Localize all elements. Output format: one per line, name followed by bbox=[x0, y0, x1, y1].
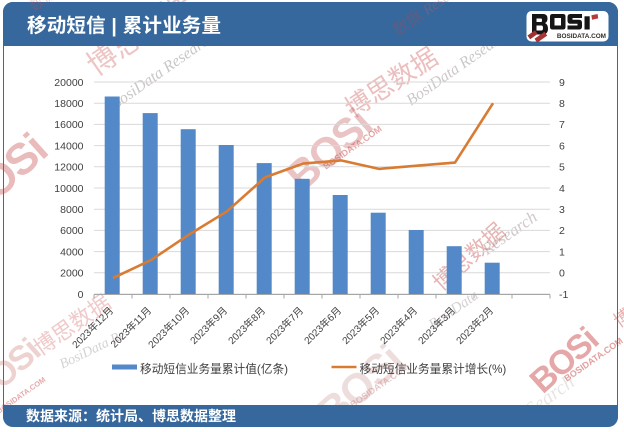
svg-text:2023年9月: 2023年9月 bbox=[187, 304, 230, 347]
svg-text:4: 4 bbox=[559, 183, 565, 195]
svg-text:2023年10月: 2023年10月 bbox=[145, 304, 192, 351]
svg-text:18000: 18000 bbox=[54, 98, 83, 110]
svg-text:6000: 6000 bbox=[60, 225, 84, 237]
svg-text:3: 3 bbox=[559, 204, 565, 216]
svg-text:8: 8 bbox=[559, 98, 565, 110]
svg-text:0: 0 bbox=[559, 268, 565, 280]
svg-text:4000: 4000 bbox=[60, 246, 84, 258]
svg-text:6: 6 bbox=[559, 140, 565, 152]
svg-text:20000: 20000 bbox=[54, 77, 83, 89]
svg-text:0: 0 bbox=[78, 289, 84, 301]
svg-text:2023年3月: 2023年3月 bbox=[415, 304, 458, 347]
svg-text:10000: 10000 bbox=[54, 183, 83, 195]
svg-text:BOSIDATA.COM: BOSIDATA.COM bbox=[557, 33, 606, 40]
svg-text:12000: 12000 bbox=[54, 162, 83, 174]
svg-text:2000: 2000 bbox=[60, 268, 84, 280]
svg-text:16000: 16000 bbox=[54, 119, 83, 131]
svg-text:-1: -1 bbox=[559, 289, 568, 301]
svg-text:移动短信业务量累计值(亿条): 移动短信业务量累计值(亿条) bbox=[140, 362, 288, 376]
svg-text:2023年4月: 2023年4月 bbox=[377, 304, 420, 347]
svg-text:2023年7月: 2023年7月 bbox=[263, 304, 306, 347]
svg-text:2023年5月: 2023年5月 bbox=[339, 304, 382, 347]
svg-text:2: 2 bbox=[559, 225, 565, 237]
svg-text:14000: 14000 bbox=[54, 140, 83, 152]
svg-text:7: 7 bbox=[559, 119, 565, 131]
svg-text:2023年2月: 2023年2月 bbox=[453, 304, 496, 347]
svg-text:2023年8月: 2023年8月 bbox=[225, 304, 268, 347]
svg-text:5: 5 bbox=[559, 162, 565, 174]
svg-text:8000: 8000 bbox=[60, 204, 84, 216]
svg-text:移动短信业务量累计增长(%): 移动短信业务量累计增长(%) bbox=[360, 362, 507, 376]
svg-text:1: 1 bbox=[559, 246, 565, 258]
svg-text:9: 9 bbox=[559, 77, 565, 89]
svg-text:2023年6月: 2023年6月 bbox=[301, 304, 344, 347]
